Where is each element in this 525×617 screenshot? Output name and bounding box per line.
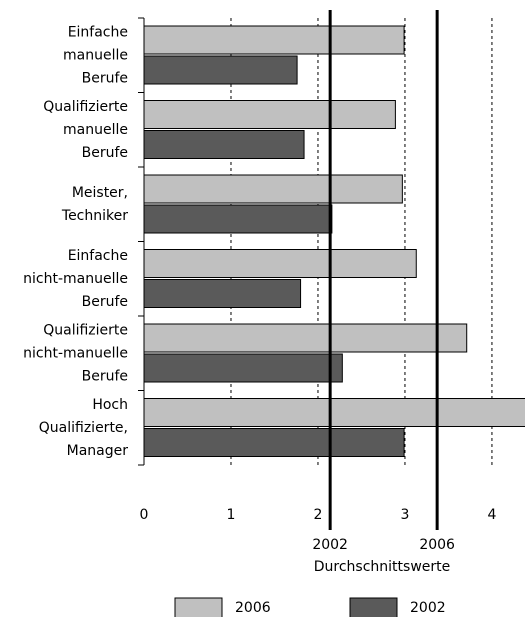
x-tick-label: 1 (227, 507, 236, 523)
y-tick-label-line: Berufe (82, 368, 128, 384)
y-tick-label: Einfache manuelle Berufe (63, 24, 128, 86)
reference-label: 2002 (312, 537, 348, 553)
y-tick-label-line: manuelle (63, 47, 128, 63)
y-tick-label-line: Berufe (82, 145, 128, 161)
y-tick-label-line: Qualifizierte (43, 322, 128, 338)
bar (143, 25, 405, 55)
bar (143, 398, 525, 427)
y-tick-label: Qualifizierte manuelle Berufe (43, 99, 128, 161)
y-tick-label: Meister, Techniker (61, 185, 128, 224)
y-tick-label: Hoch Qualifizierte, Manager (39, 397, 128, 459)
y-tick-label-line: Berufe (82, 294, 128, 310)
bar (143, 130, 305, 159)
bar (143, 353, 343, 383)
bar (143, 174, 403, 204)
bars (143, 25, 525, 457)
legend-swatch (349, 597, 398, 617)
bar (143, 279, 302, 308)
legend-label: 2002 (410, 600, 446, 616)
y-tick-label: Qualifizierte nicht-manuelle Berufe (23, 322, 128, 384)
y-tick-label-line: Manager (67, 443, 129, 459)
y-tick-label-line: manuelle (63, 122, 128, 138)
x-tick-label: 3 (400, 507, 409, 523)
y-tick-label-line: nicht-manuelle (23, 345, 128, 361)
reference-label: 2006 (419, 537, 455, 553)
y-tick-label-line: Qualifizierte, (39, 420, 128, 436)
bar (143, 428, 405, 457)
x-axis-label: Durchschnittswerte (314, 559, 451, 575)
bar (143, 323, 468, 353)
y-tick-label-line: nicht-manuelle (23, 271, 128, 287)
bar (143, 249, 417, 278)
y-tick-label-line: Einfache (68, 24, 128, 40)
y-tick-label-line: Hoch (92, 397, 128, 413)
y-tick-label-line: Berufe (82, 70, 128, 86)
bar (143, 55, 298, 85)
y-tick-label-line: Techniker (61, 208, 128, 224)
y-tick-label-line: Qualifizierte (43, 99, 128, 115)
bar (143, 204, 333, 234)
y-tick-label: Einfache nicht-manuelle Berufe (23, 248, 128, 310)
legend-label: 2006 (235, 600, 271, 616)
y-tick-label-line: Einfache (68, 248, 128, 264)
x-tick-label: 4 (487, 507, 496, 523)
bar (143, 100, 396, 129)
x-tick-label: 0 (140, 507, 149, 523)
y-tick-label-line: Meister, (72, 185, 128, 201)
x-tick-label: 2 (314, 507, 323, 523)
legend-swatch (174, 597, 223, 617)
